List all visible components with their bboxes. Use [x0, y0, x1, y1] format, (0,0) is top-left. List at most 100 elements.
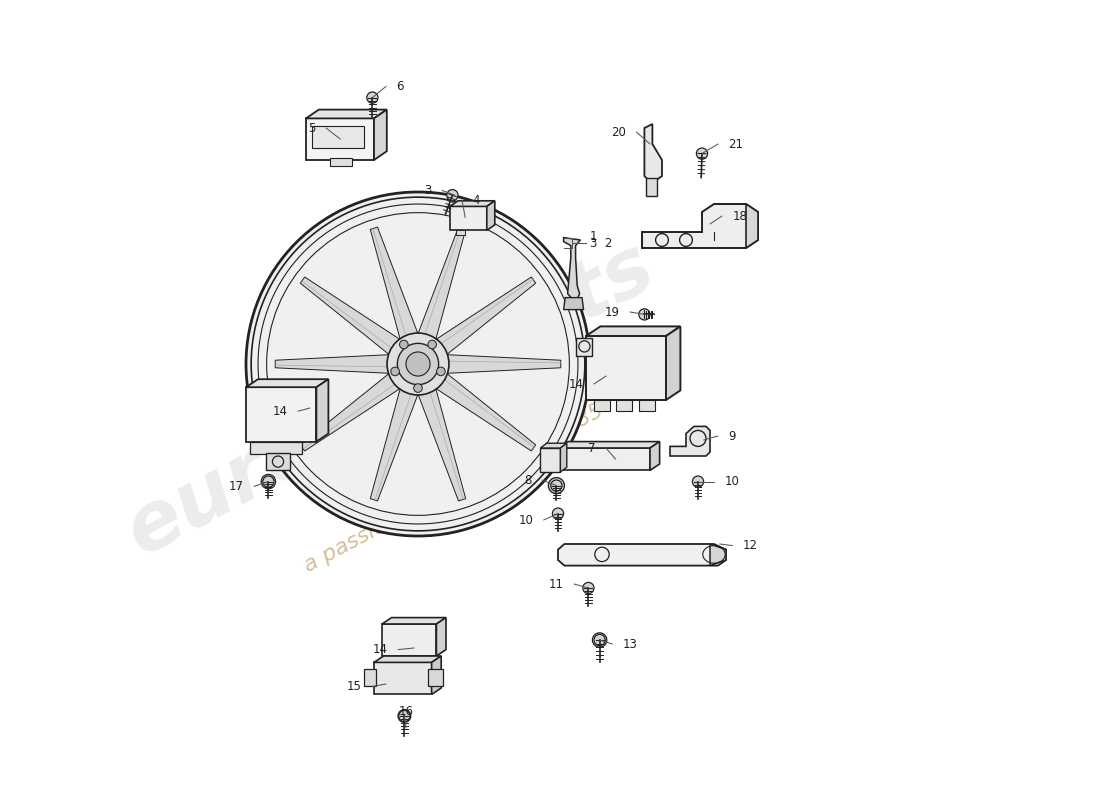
Polygon shape	[417, 227, 465, 342]
Text: 9: 9	[728, 430, 736, 442]
Text: 20: 20	[612, 126, 626, 138]
Circle shape	[387, 333, 449, 395]
Circle shape	[583, 582, 594, 594]
FancyBboxPatch shape	[540, 448, 560, 472]
Polygon shape	[371, 227, 419, 342]
Circle shape	[551, 480, 562, 491]
Polygon shape	[433, 371, 536, 451]
Circle shape	[246, 192, 590, 536]
Polygon shape	[666, 326, 681, 400]
Text: 10: 10	[518, 514, 534, 526]
Circle shape	[398, 710, 410, 722]
Text: 14: 14	[273, 405, 287, 418]
FancyBboxPatch shape	[428, 669, 443, 686]
Text: 4: 4	[472, 194, 480, 206]
FancyBboxPatch shape	[364, 669, 375, 686]
Polygon shape	[300, 277, 403, 357]
FancyBboxPatch shape	[594, 400, 610, 411]
Polygon shape	[586, 326, 681, 336]
Polygon shape	[417, 386, 465, 501]
Polygon shape	[450, 201, 495, 206]
Polygon shape	[746, 204, 758, 248]
FancyBboxPatch shape	[246, 387, 317, 442]
Polygon shape	[382, 618, 446, 624]
Polygon shape	[563, 298, 584, 310]
Polygon shape	[670, 426, 710, 456]
Polygon shape	[540, 443, 566, 448]
Text: 3: 3	[425, 184, 431, 197]
Circle shape	[594, 634, 605, 646]
Polygon shape	[300, 371, 403, 451]
Circle shape	[366, 92, 378, 103]
FancyBboxPatch shape	[250, 442, 303, 454]
Text: 13: 13	[623, 638, 638, 650]
Text: 15: 15	[348, 680, 362, 693]
Text: 16: 16	[398, 705, 414, 718]
FancyBboxPatch shape	[558, 448, 650, 470]
Circle shape	[399, 340, 408, 349]
FancyBboxPatch shape	[266, 453, 290, 470]
Text: a passion for parts since 1985: a passion for parts since 1985	[300, 400, 607, 576]
Polygon shape	[487, 201, 495, 230]
Polygon shape	[317, 379, 329, 442]
FancyBboxPatch shape	[330, 158, 352, 166]
Circle shape	[639, 309, 650, 320]
Polygon shape	[306, 110, 387, 118]
Polygon shape	[374, 110, 387, 160]
Circle shape	[549, 478, 564, 494]
Circle shape	[332, 278, 504, 450]
Circle shape	[406, 352, 430, 376]
Text: 14: 14	[373, 643, 387, 656]
FancyBboxPatch shape	[382, 624, 437, 656]
Circle shape	[341, 286, 495, 442]
Text: 3  2: 3 2	[590, 237, 613, 250]
Polygon shape	[371, 386, 419, 501]
Circle shape	[552, 508, 563, 519]
Polygon shape	[558, 544, 726, 566]
Polygon shape	[710, 544, 726, 566]
Polygon shape	[374, 656, 441, 662]
Text: 19: 19	[605, 306, 619, 318]
Text: 10: 10	[725, 475, 739, 488]
Text: 17: 17	[229, 480, 243, 493]
Polygon shape	[246, 379, 329, 387]
Polygon shape	[563, 238, 581, 299]
Text: 14: 14	[569, 378, 584, 390]
Circle shape	[447, 190, 458, 201]
Text: 5: 5	[308, 122, 316, 134]
Text: 21: 21	[728, 138, 744, 150]
Circle shape	[261, 474, 276, 489]
Circle shape	[399, 710, 410, 722]
Circle shape	[692, 476, 704, 487]
Text: 18: 18	[733, 210, 747, 222]
Text: 11: 11	[549, 578, 563, 590]
Circle shape	[271, 216, 565, 512]
Polygon shape	[443, 354, 561, 374]
Circle shape	[414, 384, 422, 392]
Circle shape	[390, 367, 399, 376]
Text: 12: 12	[742, 539, 758, 552]
FancyBboxPatch shape	[311, 126, 364, 148]
Polygon shape	[560, 443, 566, 472]
FancyBboxPatch shape	[646, 178, 657, 196]
Polygon shape	[275, 354, 393, 374]
Circle shape	[696, 148, 707, 159]
Text: 7: 7	[588, 442, 595, 454]
Text: 6: 6	[396, 80, 404, 93]
Polygon shape	[642, 204, 758, 248]
Circle shape	[437, 367, 446, 376]
Polygon shape	[558, 442, 660, 448]
Polygon shape	[431, 656, 441, 694]
Circle shape	[593, 633, 607, 647]
FancyBboxPatch shape	[576, 338, 593, 356]
Polygon shape	[645, 124, 662, 180]
FancyBboxPatch shape	[586, 336, 666, 400]
Polygon shape	[433, 277, 536, 357]
Text: eurocarparts: eurocarparts	[112, 228, 668, 572]
Circle shape	[428, 340, 437, 349]
FancyBboxPatch shape	[374, 662, 431, 694]
Circle shape	[397, 343, 439, 385]
Text: 1: 1	[590, 230, 597, 242]
FancyBboxPatch shape	[450, 206, 487, 230]
Polygon shape	[437, 618, 446, 656]
